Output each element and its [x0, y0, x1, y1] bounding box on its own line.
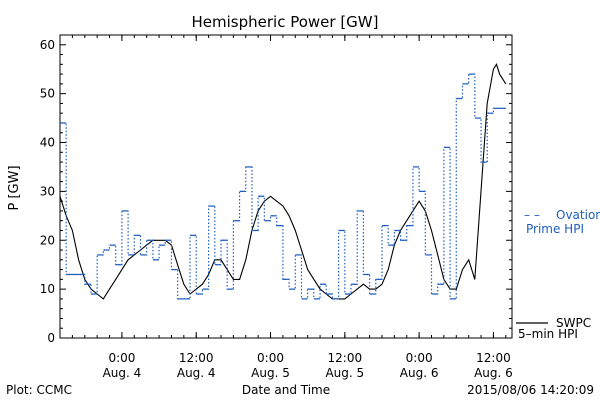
- legend-swpc-line1: SWPC: [556, 316, 591, 330]
- y-tick-label: 20: [40, 233, 55, 247]
- x-tick-label-date: Aug. 6: [474, 366, 513, 380]
- footer-plot-credit: Plot: CCMC: [6, 383, 72, 397]
- legend-item-ovation: – – Ovation Prime HPI: [524, 208, 600, 236]
- series-layer: [59, 63, 507, 300]
- chart-title: Hemispheric Power [GW]: [192, 13, 379, 31]
- plot-frame: [59, 34, 513, 339]
- y-tick-label: 10: [40, 282, 55, 296]
- x-tick-label-date: Aug. 6: [400, 366, 439, 380]
- legend-ovation-line1: Ovation: [556, 208, 600, 222]
- y-tick-label: 40: [40, 136, 55, 150]
- x-tick-label-time: 12:00: [328, 351, 363, 365]
- y-tick-label: 0: [47, 331, 55, 345]
- x-tick-label-date: Aug. 4: [103, 366, 142, 380]
- legend-swpc-line2: 5–min HPI: [518, 327, 578, 341]
- series-line-swpc-hpi: [59, 63, 507, 300]
- x-tick-label-date: Aug. 4: [177, 366, 216, 380]
- y-axis-label: P [GW]: [7, 165, 22, 210]
- y-tick-label: 50: [40, 87, 55, 101]
- series-line-ovation-prime-hpi: [60, 73, 506, 300]
- y-axis: 0 10 20 30 40 50 60: [40, 34, 512, 345]
- x-tick-label-time: 12:00: [476, 351, 511, 365]
- footer-timestamp: 2015/08/06 14:20:09: [467, 383, 594, 397]
- x-tick-label-date: Aug. 5: [325, 366, 364, 380]
- y-tick-label: 60: [40, 38, 55, 52]
- x-tick-label-time: 0:00: [257, 351, 284, 365]
- legend-ovation-line2: Prime HPI: [526, 222, 584, 236]
- x-tick-label-time: 12:00: [179, 351, 214, 365]
- legend-item-swpc: SWPC 5–min HPI: [516, 316, 591, 341]
- legend-ovation-marker: – –: [524, 208, 540, 222]
- x-tick-label-time: 0:00: [108, 351, 135, 365]
- x-tick-label-time: 0:00: [406, 351, 433, 365]
- y-tick-label: 30: [40, 184, 55, 198]
- x-axis-label: Date and Time: [242, 383, 330, 397]
- x-tick-label-date: Aug. 5: [251, 366, 290, 380]
